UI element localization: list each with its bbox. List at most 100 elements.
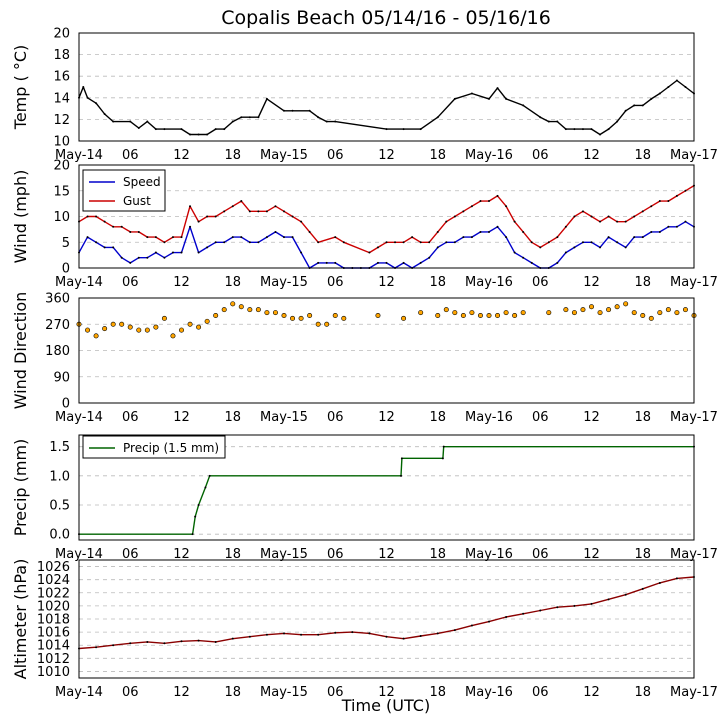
altimeter-point: [402, 637, 405, 640]
y-tick-label: 360: [45, 292, 70, 307]
altimeter-y-axis-label: Altimeter (hPa): [11, 559, 30, 680]
temp-point: [163, 128, 166, 131]
gust-point: [462, 210, 465, 213]
gust-point: [385, 241, 388, 244]
gust-point: [248, 210, 251, 213]
speed-point: [283, 236, 285, 239]
altimeter-point: [539, 609, 542, 612]
x-tick-label: May-16: [465, 275, 513, 290]
x-tick-label: 18: [224, 685, 241, 700]
altimeter-point: [231, 637, 234, 640]
x-tick-label: 18: [634, 148, 651, 163]
speed-point: [129, 261, 132, 264]
altimeter-point: [163, 642, 166, 645]
gust-point: [470, 205, 473, 208]
y-tick-label: 20: [53, 159, 70, 174]
x-tick-label: 18: [224, 410, 241, 425]
speed-point: [240, 236, 243, 239]
precip-1-5-mm-point: [204, 486, 207, 489]
x-tick-label: 06: [327, 275, 344, 290]
temp-point: [581, 128, 584, 131]
y-tick-label: 1012: [37, 652, 70, 667]
temp-point: [197, 133, 200, 136]
speed-point: [675, 225, 678, 228]
direction-point: [657, 310, 663, 316]
direction-point: [571, 310, 577, 316]
gust-point: [445, 220, 448, 223]
x-tick-label: May-17: [670, 685, 718, 700]
wind-axes-frame: [78, 164, 695, 269]
speed-point: [684, 220, 687, 223]
temp-point: [283, 109, 285, 112]
temp-point: [334, 120, 337, 123]
temp-point: [496, 87, 499, 90]
direction-point: [204, 318, 210, 324]
temp-point: [556, 120, 559, 123]
gust-point: [411, 236, 414, 239]
direction-point: [503, 310, 509, 316]
y-tick-label: 0: [62, 397, 70, 412]
temp-point: [675, 79, 678, 82]
x-tick-label: 12: [583, 685, 600, 700]
x-tick-label: 06: [122, 148, 139, 163]
y-tick-label: 5: [62, 236, 70, 251]
x-tick-label: 06: [122, 275, 139, 290]
temp-point: [86, 96, 89, 99]
speed-point: [624, 246, 627, 249]
x-tick-label: May-15: [260, 148, 308, 163]
speed-point: [633, 236, 636, 239]
x-tick-label: 06: [532, 547, 549, 562]
temp-point: [325, 120, 328, 123]
altimeter-point: [641, 587, 644, 590]
direction-point: [85, 327, 91, 333]
temp-point: [658, 92, 661, 95]
x-tick-label: 06: [327, 547, 344, 562]
y-tick-label: 0.5: [49, 499, 70, 514]
gust-series-line: [78, 185, 695, 254]
gust-point: [419, 241, 422, 244]
gust-point: [564, 225, 567, 228]
x-tick-label: 18: [429, 547, 446, 562]
x-tick-label: 12: [583, 547, 600, 562]
gust-point: [556, 236, 559, 239]
direction-point: [486, 312, 492, 318]
altimeter-point: [112, 644, 115, 647]
direction-point: [307, 312, 313, 318]
temp-point: [419, 128, 422, 131]
x-tick-label: 18: [429, 275, 446, 290]
altimeter-point: [436, 632, 439, 635]
direction-point: [375, 312, 381, 318]
temperature-y-axis-label: Temp ( °C): [11, 45, 30, 130]
gust-point: [394, 241, 397, 244]
y-tick-label: 1014: [37, 639, 70, 654]
x-tick-label: 12: [378, 685, 395, 700]
gust-point: [163, 241, 166, 244]
gust-point: [103, 220, 106, 223]
x-tick-label: 06: [532, 410, 549, 425]
direction-point: [623, 301, 629, 307]
x-tick-label: 12: [583, 148, 600, 163]
direction-point: [332, 312, 338, 318]
temp-point: [308, 109, 311, 112]
y-tick-label: 1.0: [49, 469, 70, 484]
precip-1-5-mm-point: [197, 504, 200, 506]
altimeter-point: [300, 633, 303, 636]
speed-point: [223, 241, 226, 244]
x-tick-label: 18: [634, 547, 651, 562]
y-tick-label: 0: [62, 262, 70, 277]
speed-point: [428, 256, 431, 259]
gust-point: [342, 241, 345, 244]
direction-point: [127, 324, 133, 330]
x-tick-label: May-14: [55, 410, 103, 425]
direction-point: [230, 301, 236, 307]
speed-point: [317, 261, 320, 264]
gust-point: [590, 215, 593, 218]
temp-point: [385, 128, 388, 131]
speed-point: [334, 261, 337, 264]
gust-point: [265, 210, 268, 213]
direction-point: [102, 326, 108, 332]
temp-point: [616, 120, 619, 123]
temp-point: [240, 116, 243, 119]
x-tick-label: 18: [634, 685, 651, 700]
y-tick-label: 90: [53, 370, 70, 385]
